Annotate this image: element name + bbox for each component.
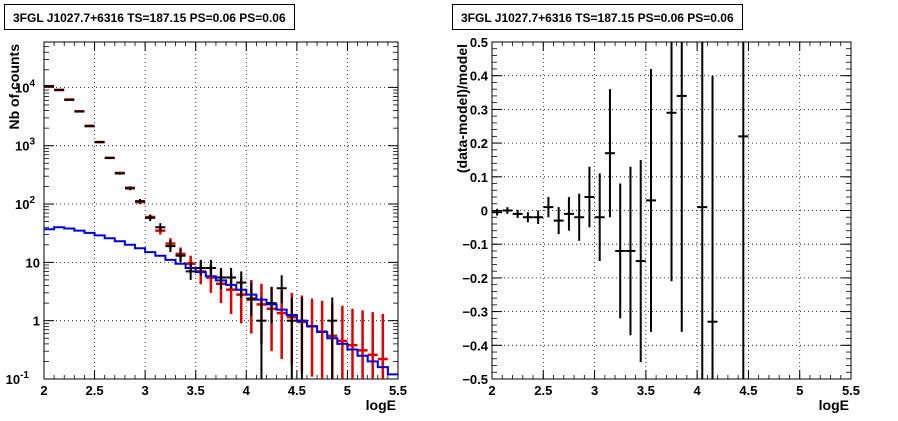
y-tick-label: 102 (15, 195, 35, 212)
y-tick-label: 10 (26, 255, 40, 270)
y-tick-label: −0.5 (462, 372, 488, 387)
y-tick-label: 104 (15, 78, 35, 95)
y-tick-label: 0.5 (470, 35, 488, 50)
y-tick-label: 0.1 (470, 170, 488, 185)
y-tick-label: −0.2 (462, 271, 488, 286)
x-tick-label: 5 (796, 383, 803, 398)
x-tick-label: 4 (243, 383, 251, 398)
counts-plot: 2 2.5 3 3.5 4 4.5 5 5.5 10-1 1 10 102 103 104 logE Nb o… (6, 41, 407, 413)
x-tick-label: 3.5 (187, 383, 205, 398)
y-axis-label: Nb of counts (6, 44, 22, 130)
x-tick-label: 2 (488, 383, 495, 398)
y-tick-label: −0.4 (462, 338, 488, 353)
y-tick-label: 1 (33, 314, 40, 329)
y-tick-label: 0.2 (470, 136, 488, 151)
x-tick-label: 5.5 (389, 383, 407, 398)
x-tick-label: 4 (694, 383, 702, 398)
x-tick-label: 3.5 (637, 383, 655, 398)
y-tick-label: 0.3 (470, 102, 488, 117)
x-tick-label: 4.5 (739, 383, 757, 398)
x-tick-label: 2 (40, 383, 47, 398)
x-tick-label: 5 (344, 383, 351, 398)
background-model-histogram (44, 226, 398, 376)
left-plot-title: 3FGL J1027.7+6316 TS=187.15 PS=0.06 PS=0… (4, 4, 295, 30)
x-tick-label: 4.5 (288, 383, 306, 398)
residuals-plot: 2 2.5 3 3.5 4 4.5 5 5.5 −0.5 −0.4 −0.3 −0.2 −0.1 0 0.1… (454, 35, 860, 413)
y-axis-label: (data-model)/model (454, 44, 470, 173)
y-tick-label: 10-1 (6, 370, 30, 387)
x-tick-label: 5.5 (842, 383, 860, 398)
x-tick-label: 3 (591, 383, 598, 398)
y-tick-label: −0.3 (462, 305, 488, 320)
y-tick-label: 0 (481, 204, 488, 219)
y-tick-label: 0.4 (470, 69, 489, 84)
y-tick-label: 103 (15, 137, 35, 154)
x-tick-label: 2.5 (534, 383, 552, 398)
x-axis-label: logE (366, 397, 396, 413)
x-tick-label: 3 (142, 383, 149, 398)
right-plot-title: 3FGL J1027.7+6316 TS=187.15 PS=0.06 PS=0… (452, 4, 743, 30)
x-tick-label: 2.5 (86, 383, 104, 398)
y-tick-label: −0.1 (462, 237, 488, 252)
x-axis-label: logE (819, 397, 849, 413)
plot-frame (43, 41, 399, 380)
